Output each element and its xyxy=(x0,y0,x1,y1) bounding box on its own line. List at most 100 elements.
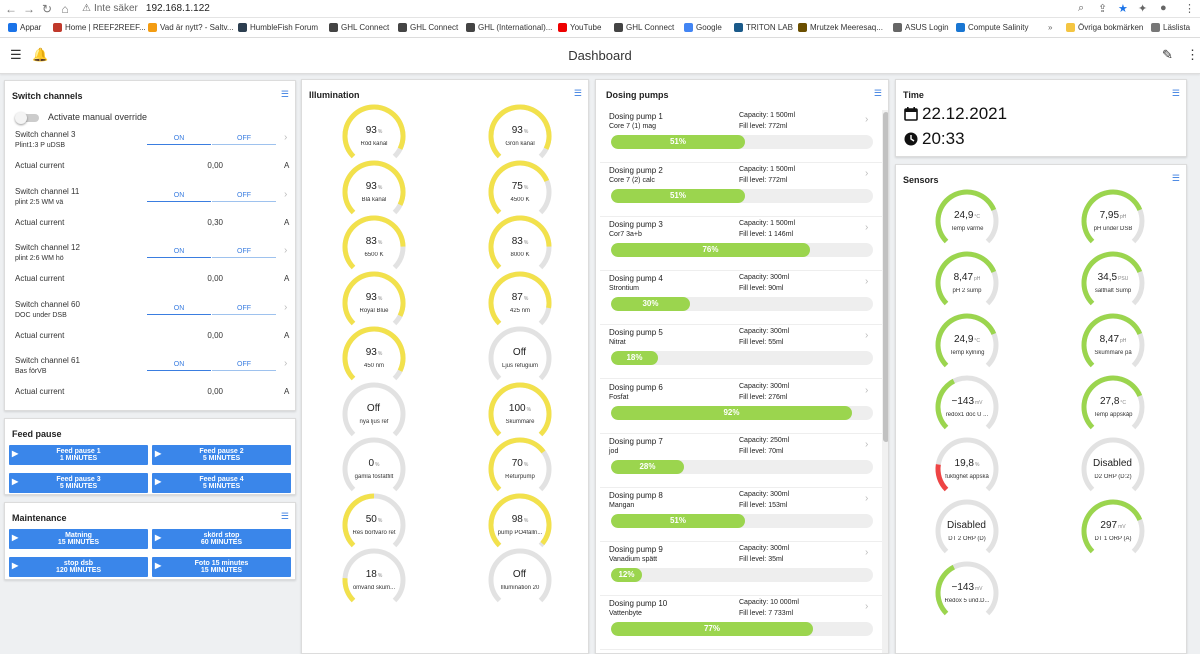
gauge[interactable]: 8,47pH Skummare på xyxy=(1073,311,1153,371)
gauge[interactable]: 18% omvänd skum... xyxy=(334,546,414,606)
maintenance-button[interactable]: ▶ Foto 15 minutes 15 MINUTES xyxy=(152,557,291,577)
bookmark-star-icon[interactable]: ★ xyxy=(1118,3,1128,15)
chevron-right-icon[interactable]: › xyxy=(284,301,288,313)
browser-menu-icon[interactable]: ⋮ xyxy=(1184,3,1195,15)
hamburger-menu-icon[interactable]: ☰ xyxy=(10,47,22,62)
chevron-right-icon[interactable]: › xyxy=(865,546,869,558)
bookmark-item[interactable]: YouTube xyxy=(558,23,601,32)
bookmark-item[interactable]: ASUS Login xyxy=(893,23,949,32)
gauge[interactable]: 19,8% fuktighet appskå xyxy=(927,435,1007,495)
gauge[interactable]: 24,9°C Temp värme xyxy=(927,187,1007,247)
gauge[interactable]: 93% 450 nm xyxy=(334,324,414,384)
chevron-right-icon[interactable]: › xyxy=(284,132,288,143)
maintenance-button[interactable]: ▶ skörd stop 60 MINUTES xyxy=(152,529,291,549)
dosing-pump-row[interactable]: Dosing pump 3 Cor7 3a+b Capacity: 1 500ml F… xyxy=(600,217,882,272)
gauge[interactable]: Disabled D2 ORP (D:2) xyxy=(1073,435,1153,495)
bookmark-item[interactable]: HumbleFish Forum xyxy=(238,23,318,32)
gauge[interactable]: 98% pump PO4fälln... xyxy=(480,491,560,551)
switch-off-button[interactable]: OFF xyxy=(212,135,276,145)
switch-off-button[interactable]: OFF xyxy=(212,248,276,258)
gauge[interactable]: 0% gamla fosfatfilt xyxy=(334,435,414,495)
chevron-right-icon[interactable]: › xyxy=(865,276,869,288)
scrollbar[interactable] xyxy=(882,110,888,653)
extensions-icon[interactable]: ✦ xyxy=(1138,3,1148,15)
panel-menu-icon[interactable]: ☰ xyxy=(280,89,289,99)
chevron-right-icon[interactable]: › xyxy=(865,600,869,612)
chevron-right-icon[interactable]: › xyxy=(865,222,869,234)
bell-icon[interactable]: 🔔 xyxy=(32,47,49,62)
switch-on-button[interactable]: ON xyxy=(147,192,211,202)
chevron-right-icon[interactable]: › xyxy=(865,492,869,504)
gauge[interactable]: 93% Grön kanal xyxy=(480,102,560,162)
profile-icon[interactable]: ● xyxy=(1160,2,1167,14)
dosing-pump-row[interactable]: Dosing pump 7 jod Capacity: 250ml Fill leve… xyxy=(600,434,882,488)
gauge[interactable]: 27,8°C Temp appskåp xyxy=(1073,373,1153,433)
bookmark-item[interactable]: Compute Salinity xyxy=(956,23,1028,32)
chevron-right-icon[interactable]: › xyxy=(865,384,869,396)
gauge[interactable]: Disabled DT 2 ORP (D) xyxy=(927,497,1007,557)
scrollbar-thumb[interactable] xyxy=(883,112,888,442)
back-icon[interactable]: ← xyxy=(5,1,17,16)
bookmark-item[interactable]: GHL Connect xyxy=(614,23,674,32)
chevron-right-icon[interactable]: › xyxy=(865,114,869,125)
zoom-icon[interactable]: ⌕ xyxy=(1078,2,1085,14)
switch-on-button[interactable]: ON xyxy=(147,135,211,145)
more-bookmarks-icon[interactable]: » xyxy=(1048,23,1053,32)
maintenance-button[interactable]: ▶ Matning 15 MINUTES xyxy=(9,529,148,549)
chevron-right-icon[interactable]: › xyxy=(284,245,288,256)
bookmark-item[interactable]: Mrutzek Meeresaq... xyxy=(798,23,883,32)
switch-off-button[interactable]: OFF xyxy=(212,361,276,371)
home-icon[interactable]: ⌂ xyxy=(61,1,69,16)
gauge[interactable]: 100% Skummare xyxy=(480,380,560,440)
chevron-right-icon[interactable]: › xyxy=(865,330,869,342)
reading-list[interactable]: Läslista xyxy=(1151,23,1190,32)
gauge[interactable]: 83% 6500 K xyxy=(334,213,414,273)
panel-menu-icon[interactable]: ☰ xyxy=(873,88,882,98)
switch-off-button[interactable]: OFF xyxy=(212,192,276,202)
dosing-pump-row[interactable]: Dosing pump 4 Strontium Capacity: 300ml Fil… xyxy=(600,271,882,326)
bookmark-item[interactable]: GHL Connect xyxy=(398,23,458,32)
reload-icon[interactable]: ↻ xyxy=(41,1,53,16)
app-menu-icon[interactable]: ⋮ xyxy=(1186,47,1199,62)
gauge[interactable]: 8,47pH pH 2 sump xyxy=(927,249,1007,309)
dosing-pump-row[interactable]: Dosing pump 6 Fosfat Capacity: 300ml Fill l… xyxy=(600,380,882,434)
gauge[interactable]: 93% Royal Blue xyxy=(334,269,414,329)
dosing-pump-row[interactable]: Dosing pump 8 Mangan Capacity: 300ml Fill l… xyxy=(600,488,882,542)
panel-menu-icon[interactable]: ☰ xyxy=(280,511,289,521)
chevron-right-icon[interactable]: › xyxy=(284,358,288,369)
chevron-right-icon[interactable]: › xyxy=(865,168,869,180)
switch-off-button[interactable]: OFF xyxy=(212,305,276,315)
security-indicator[interactable]: ⚠ Inte säker xyxy=(82,3,138,14)
manual-override-toggle[interactable] xyxy=(15,112,39,124)
gauge[interactable]: 24,9°C Temp kylning xyxy=(927,311,1007,371)
gauge[interactable]: 83% 8000 K xyxy=(480,213,560,273)
panel-menu-icon[interactable]: ☰ xyxy=(1171,88,1180,98)
bookmark-item[interactable]: GHL (International)... xyxy=(466,23,552,32)
bookmark-item[interactable]: Appar xyxy=(8,23,41,32)
gauge[interactable]: Off Illumination 20 xyxy=(480,546,560,606)
gauge[interactable]: 87% 425 nm xyxy=(480,269,560,329)
switch-on-button[interactable]: ON xyxy=(147,248,211,258)
gauge[interactable]: −143mV Redox 5 und.D... xyxy=(927,559,1007,619)
gauge[interactable]: 93% Blå kanal xyxy=(334,158,414,218)
switch-on-button[interactable]: ON xyxy=(147,361,211,371)
forward-icon[interactable]: → xyxy=(23,1,35,16)
gauge[interactable]: Off nya ljus ref xyxy=(334,380,414,440)
edit-pencil-icon[interactable]: ✎ xyxy=(1162,47,1173,62)
dosing-pump-row[interactable]: Dosing pump 5 Nitrat Capacity: 300ml Fill l… xyxy=(600,325,882,380)
address-bar[interactable]: 192.168.1.122 xyxy=(145,3,210,14)
gauge[interactable]: 93% Röd kanal xyxy=(334,102,414,162)
chevron-right-icon[interactable]: › xyxy=(865,438,869,450)
gauge[interactable]: −143mV redox1 doc U ... xyxy=(927,373,1007,433)
gauge[interactable]: 70% Returpump xyxy=(480,435,560,495)
other-bookmarks[interactable]: Övriga bokmärken xyxy=(1066,23,1143,32)
dosing-pump-row[interactable]: Dosing pump 10 Vattenbyte Capacity: 10 000… xyxy=(600,596,882,650)
bookmark-item[interactable]: TRITON LAB xyxy=(734,23,793,32)
panel-menu-icon[interactable]: ☰ xyxy=(573,88,582,98)
gauge[interactable]: 50% Res bortvaro ret xyxy=(334,491,414,551)
share-icon[interactable]: ⇪ xyxy=(1098,3,1108,15)
gauge[interactable]: 297mV DT 1 ORP (A) xyxy=(1073,497,1153,557)
